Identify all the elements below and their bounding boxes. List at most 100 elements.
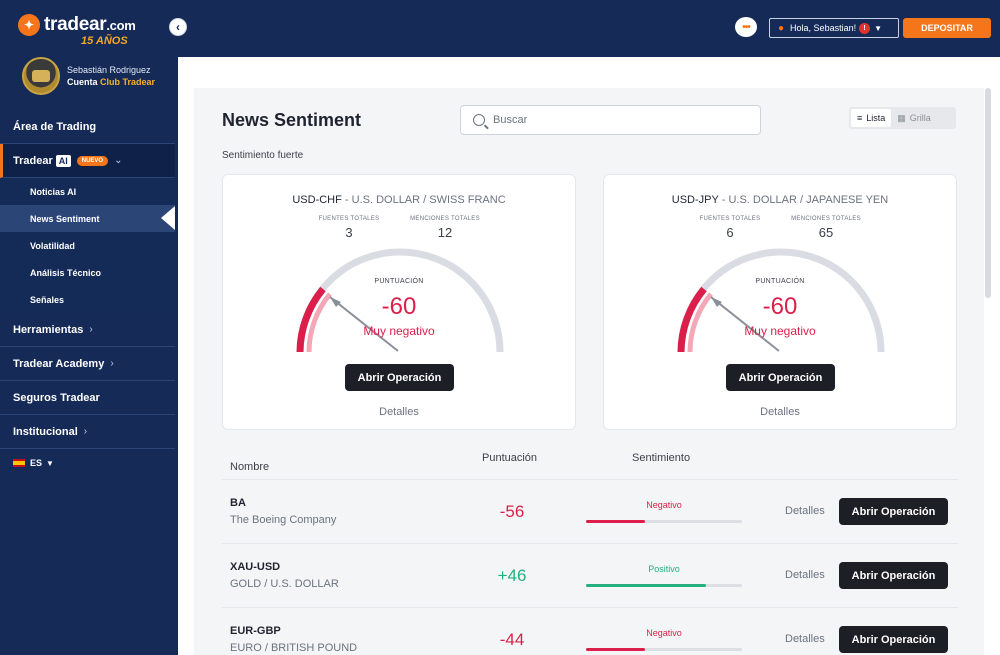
brand-years: 15 AÑOS xyxy=(81,35,128,47)
mentions-stat: MENCIONES TOTALES 65 xyxy=(791,216,861,240)
table-row[interactable]: XAU-USD GOLD / U.S. DOLLAR +46 Positivo … xyxy=(222,544,958,608)
language-selector[interactable]: ES ▼ xyxy=(0,449,175,477)
grid-view-button[interactable]: ▦ Grilla xyxy=(897,112,931,124)
sidebar: ✦ tradear.com 15 AÑOS Sebastián Rodrigue… xyxy=(0,0,178,655)
row-score: -44 xyxy=(499,630,525,649)
details-link[interactable]: Detalles xyxy=(785,569,825,581)
mentions-stat: MENCIONES TOTALES 12 xyxy=(410,216,480,240)
table-row[interactable]: EUR-GBP EURO / BRITISH POUND -44 Negativ… xyxy=(222,608,958,655)
section-label: Sentimiento fuerte xyxy=(222,150,304,161)
sidebar-item-academy[interactable]: Tradear Academy › xyxy=(0,347,175,381)
chevron-right-icon: › xyxy=(83,426,88,437)
sidebar-subitem-volatilidad[interactable]: Volatilidad xyxy=(0,232,175,259)
sidebar-item-area-trading[interactable]: Área de Trading xyxy=(0,110,175,144)
collapse-sidebar-button[interactable]: ‹ xyxy=(169,18,187,36)
open-trade-button[interactable]: Abrir Operación xyxy=(839,626,948,653)
chevron-right-icon: › xyxy=(110,358,114,369)
row-sentiment: Negativo xyxy=(646,500,682,510)
score-value: -60 xyxy=(762,293,798,320)
sentiment-table: Nombre Puntuación Sentimiento BA The Boe… xyxy=(222,444,958,655)
row-name: EURO / BRITISH POUND xyxy=(230,642,358,654)
page-title: News Sentiment xyxy=(222,110,362,130)
club-badge-icon xyxy=(22,57,60,95)
notification-badge: ! xyxy=(859,22,871,34)
sentiment-bar-fill xyxy=(586,520,646,523)
sentiment-card: USD-CHF - U.S. DOLLAR / SWISS FRANC FUEN… xyxy=(222,174,576,430)
sidebar-subitem-senales[interactable]: Señales xyxy=(0,286,175,313)
user-menu-button[interactable]: ● Hola, Sebastian! ! ▼ xyxy=(769,18,899,38)
details-link[interactable]: Detalles xyxy=(785,633,825,645)
sidebar-subitem-noticias-ai[interactable]: Noticias AI xyxy=(0,178,175,205)
profile-name: Sebastián Rodriguez xyxy=(67,65,151,75)
sources-stat: FUENTES TOTALES 6 xyxy=(699,216,761,240)
top-bar: ••• ● Hola, Sebastian! ! ▼ DEPOSITAR xyxy=(178,0,1000,57)
user-greeting: Hola, Sebastian! xyxy=(790,23,857,33)
brand-logo[interactable]: ✦ tradear.com xyxy=(18,14,136,36)
sentiment-bar xyxy=(586,648,742,651)
search-input[interactable] xyxy=(493,114,743,126)
sentiment-bar xyxy=(586,520,742,523)
profile[interactable]: Sebastián Rodriguez Cuenta Club Tradear xyxy=(22,57,155,95)
row-sentiment: Negativo xyxy=(646,628,682,638)
card-title: USD-JPY - U.S. DOLLAR / JAPANESE YEN xyxy=(671,194,889,206)
chevron-down-icon: ⌄ xyxy=(114,155,123,166)
row-score: +46 xyxy=(497,566,527,585)
caret-down-icon: ▼ xyxy=(874,23,883,33)
sidebar-nav: Área de Trading Tradear AI NUEVO ⌄ Notic… xyxy=(0,110,175,477)
sidebar-item-institucional[interactable]: Institucional › xyxy=(0,415,175,449)
row-score: -56 xyxy=(499,502,525,521)
user-icon: ● xyxy=(778,22,785,34)
search-icon xyxy=(473,114,485,126)
sidebar-subitem-news-sentiment[interactable]: News Sentiment xyxy=(0,205,175,232)
card-title: USD-CHF - U.S. DOLLAR / SWISS FRANC xyxy=(292,194,506,206)
open-trade-button[interactable]: Abrir Operación xyxy=(839,498,948,525)
profile-account: Cuenta Club Tradear xyxy=(67,77,156,87)
sentiment-label: Muy negativo xyxy=(744,324,816,338)
grid-icon: ▦ xyxy=(897,112,906,123)
details-link[interactable]: Detalles xyxy=(760,406,800,418)
details-link[interactable]: Detalles xyxy=(379,406,419,418)
new-badge: NUEVO xyxy=(76,155,109,166)
row-name: The Boeing Company xyxy=(230,514,337,526)
sources-stat: FUENTES TOTALES 3 xyxy=(318,216,380,240)
sidebar-item-seguros[interactable]: Seguros Tradear xyxy=(0,381,175,415)
sentiment-bar xyxy=(586,584,742,587)
search-box[interactable] xyxy=(460,105,761,135)
ai-badge: AI xyxy=(55,154,71,167)
spain-flag-icon xyxy=(13,459,25,467)
list-icon: ≡ xyxy=(857,113,863,123)
score-label: PUNTUACIÓN xyxy=(755,278,805,285)
chevron-right-icon: › xyxy=(89,324,93,335)
header-sentiment: Sentimiento xyxy=(632,452,691,464)
sentiment-bar-fill xyxy=(586,584,707,587)
caret-down-icon: ▼ xyxy=(46,458,54,468)
row-name: GOLD / U.S. DOLLAR xyxy=(230,578,339,590)
sentiment-gauge xyxy=(677,248,885,353)
open-trade-button[interactable]: Abrir Operación xyxy=(345,364,454,391)
header-score: Puntuación xyxy=(482,452,538,464)
sidebar-item-tradear-ai[interactable]: Tradear AI NUEVO ⌄ xyxy=(0,144,175,178)
score-value: -60 xyxy=(381,293,417,320)
row-sentiment: Positivo xyxy=(648,564,680,574)
chat-icon[interactable]: ••• xyxy=(735,17,757,37)
table-row[interactable]: BA The Boeing Company -56 Negativo Detal… xyxy=(222,480,958,544)
header-name: Nombre xyxy=(230,461,270,473)
open-trade-button[interactable]: Abrir Operación xyxy=(839,562,948,589)
view-toggle: ≡ Lista ▦ Grilla xyxy=(849,107,956,129)
open-trade-button[interactable]: Abrir Operación xyxy=(726,364,835,391)
list-view-button[interactable]: ≡ Lista xyxy=(851,109,892,127)
row-symbol: EUR-GBP xyxy=(230,625,281,637)
bull-logo-icon: ✦ xyxy=(18,14,40,36)
brand-name: tradear.com xyxy=(44,14,136,35)
scrollbar[interactable] xyxy=(985,88,991,298)
details-link[interactable]: Detalles xyxy=(785,505,825,517)
row-symbol: BA xyxy=(230,497,246,509)
sentiment-label: Muy negativo xyxy=(363,324,435,338)
score-label: PUNTUACIÓN xyxy=(374,278,424,285)
deposit-button[interactable]: DEPOSITAR xyxy=(903,18,991,38)
sentiment-gauge xyxy=(296,248,504,353)
sidebar-item-herramientas[interactable]: Herramientas › xyxy=(0,313,175,347)
sidebar-subitem-analisis-tecnico[interactable]: Análisis Técnico xyxy=(0,259,175,286)
table-header: Nombre Puntuación Sentimiento xyxy=(222,444,958,480)
main-content: News Sentiment ≡Lista ▦Grilla Sentimient… xyxy=(194,88,984,655)
